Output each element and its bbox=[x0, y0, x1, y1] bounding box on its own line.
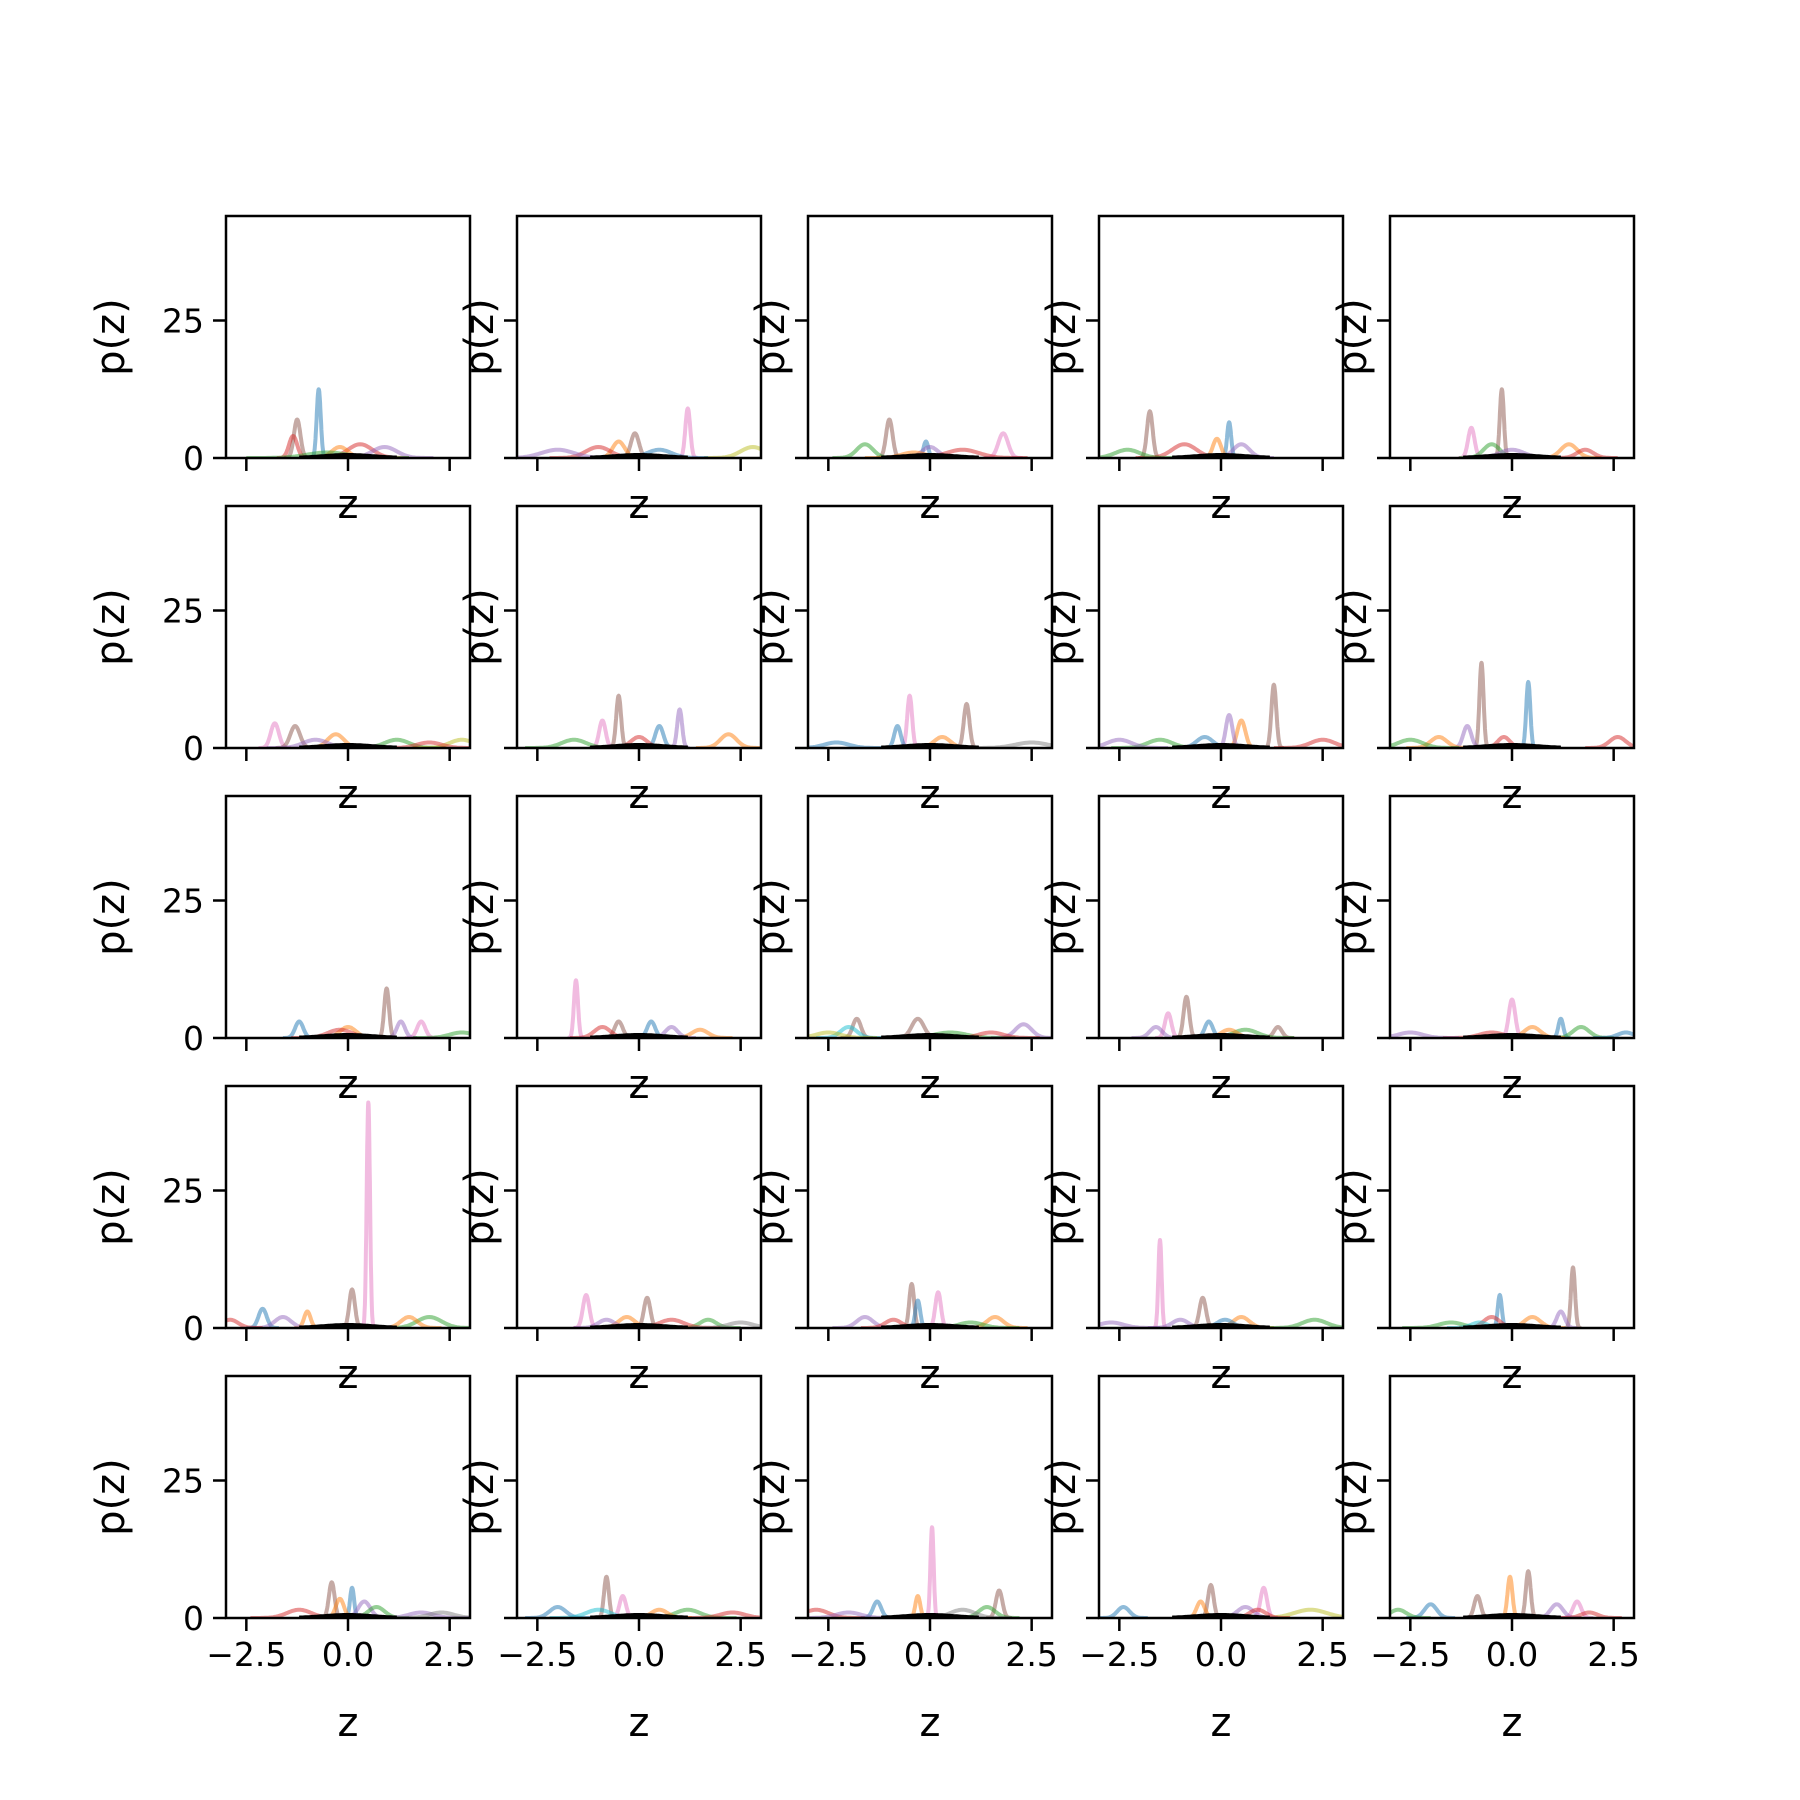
y-tick-label: 25 bbox=[162, 592, 204, 631]
x-tick-label: −2.5 bbox=[1079, 1635, 1159, 1674]
panel-18: zp(z) bbox=[748, 1084, 1054, 1398]
y-tick-label: 25 bbox=[162, 1462, 204, 1501]
y-axis-label: p(z) bbox=[88, 298, 134, 376]
y-tick-label: 25 bbox=[162, 882, 204, 921]
y-axis-label: p(z) bbox=[1039, 588, 1085, 666]
y-axis-label: p(z) bbox=[1330, 1458, 1376, 1536]
panel-17: zp(z) bbox=[457, 1084, 763, 1398]
x-tick-label: 2.5 bbox=[1296, 1635, 1348, 1674]
x-axis-label: z bbox=[338, 1700, 359, 1746]
x-axis-label: z bbox=[920, 1700, 941, 1746]
x-tick-label: 0.0 bbox=[1486, 1635, 1538, 1674]
pz-curve-1 bbox=[360, 1100, 377, 1328]
x-axis-label: z bbox=[629, 1700, 650, 1746]
x-tick-label: −2.5 bbox=[788, 1635, 868, 1674]
y-axis-label: p(z) bbox=[748, 1168, 794, 1246]
y-axis-label: p(z) bbox=[88, 588, 134, 666]
y-axis-label: p(z) bbox=[1330, 588, 1376, 666]
y-axis-label: p(z) bbox=[1039, 878, 1085, 956]
y-axis-label: p(z) bbox=[1039, 1458, 1085, 1536]
x-tick-label: 2.5 bbox=[423, 1635, 475, 1674]
y-axis-label: p(z) bbox=[88, 1168, 134, 1246]
panel-20: zp(z) bbox=[1330, 1084, 1636, 1398]
panel-2: zp(z) bbox=[457, 214, 763, 528]
x-tick-label: −2.5 bbox=[1370, 1635, 1450, 1674]
panel-8: zp(z) bbox=[748, 504, 1054, 818]
y-tick-label: 0 bbox=[183, 1599, 204, 1638]
x-tick-label: 0.0 bbox=[613, 1635, 665, 1674]
panel-25: −2.5 0.0 2.5 z p(z) bbox=[1330, 1374, 1640, 1746]
y-axis-label: p(z) bbox=[457, 1168, 503, 1246]
y-axis-label: p(z) bbox=[457, 588, 503, 666]
panel-23: −2.5 0.0 2.5 z p(z) bbox=[748, 1374, 1058, 1746]
y-axis-label: p(z) bbox=[1039, 1168, 1085, 1246]
panel-13: zp(z) bbox=[748, 794, 1054, 1108]
x-tick-label: 0.0 bbox=[1195, 1635, 1247, 1674]
panel-12: zp(z) bbox=[457, 794, 763, 1108]
panel-15: zp(z) bbox=[1330, 794, 1636, 1108]
x-tick-label: 2.5 bbox=[1587, 1635, 1639, 1674]
y-axis-label: p(z) bbox=[1330, 878, 1376, 956]
x-tick-label: 0.0 bbox=[322, 1635, 374, 1674]
y-axis-label: p(z) bbox=[457, 1458, 503, 1536]
panel-19: zp(z) bbox=[1039, 1084, 1345, 1398]
x-tick-label: 2.5 bbox=[1005, 1635, 1057, 1674]
y-axis-label: p(z) bbox=[748, 1458, 794, 1536]
y-axis-label: p(z) bbox=[1330, 1168, 1376, 1246]
panel-14: zp(z) bbox=[1039, 794, 1345, 1108]
x-tick-label: 0.0 bbox=[904, 1635, 956, 1674]
y-axis-label: p(z) bbox=[748, 298, 794, 376]
y-axis-label: p(z) bbox=[1039, 298, 1085, 376]
y-tick-label: 0 bbox=[183, 729, 204, 768]
panel-3: zp(z) bbox=[748, 214, 1054, 528]
panel-10: zp(z) bbox=[1330, 504, 1636, 818]
x-tick-label: 2.5 bbox=[714, 1635, 766, 1674]
y-tick-label: 25 bbox=[162, 302, 204, 341]
panel-22: −2.5 0.0 2.5 z p(z) bbox=[457, 1374, 767, 1746]
panel-24: −2.5 0.0 2.5 z p(z) bbox=[1039, 1374, 1349, 1746]
y-tick-label: 0 bbox=[183, 439, 204, 478]
panel-21: −2.5 0.0 2.5 0 25 z p(z) bbox=[88, 1374, 476, 1746]
y-axis-label: p(z) bbox=[748, 878, 794, 956]
y-tick-label: 0 bbox=[183, 1019, 204, 1058]
y-axis-label: p(z) bbox=[457, 878, 503, 956]
y-axis-label: p(z) bbox=[457, 298, 503, 376]
panel-4: zp(z) bbox=[1039, 214, 1345, 528]
x-axis-label: z bbox=[1502, 1700, 1523, 1746]
y-axis-label: p(z) bbox=[1330, 298, 1376, 376]
x-tick-label: −2.5 bbox=[206, 1635, 286, 1674]
y-tick-label: 0 bbox=[183, 1309, 204, 1348]
x-axis-label: z bbox=[1211, 1700, 1232, 1746]
y-tick-label: 25 bbox=[162, 1172, 204, 1211]
y-axis-label: p(z) bbox=[748, 588, 794, 666]
y-axis-label: p(z) bbox=[88, 1458, 134, 1536]
x-tick-label: −2.5 bbox=[497, 1635, 577, 1674]
y-axis-label: p(z) bbox=[88, 878, 134, 956]
panel-9: zp(z) bbox=[1039, 504, 1345, 818]
